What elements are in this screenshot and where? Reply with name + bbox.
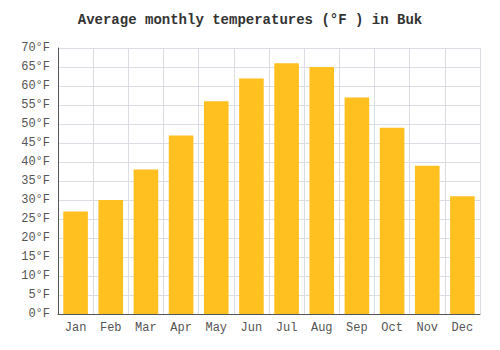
svg-text:35°F: 35°F: [21, 174, 50, 188]
svg-text:40°F: 40°F: [21, 155, 50, 169]
svg-text:Average monthly temperatures (: Average monthly temperatures (°F ) in Bu…: [78, 12, 422, 28]
svg-text:45°F: 45°F: [21, 136, 50, 150]
svg-text:Apr: Apr: [170, 321, 192, 335]
svg-text:10°F: 10°F: [21, 269, 50, 283]
svg-text:Jul: Jul: [276, 321, 298, 335]
svg-text:May: May: [205, 321, 227, 335]
svg-text:20°F: 20°F: [21, 231, 50, 245]
svg-text:Nov: Nov: [416, 321, 438, 335]
svg-text:55°F: 55°F: [21, 98, 50, 112]
svg-text:70°F: 70°F: [21, 41, 50, 55]
svg-text:30°F: 30°F: [21, 193, 50, 207]
svg-text:Sep: Sep: [346, 321, 368, 335]
svg-text:15°F: 15°F: [21, 250, 50, 264]
svg-text:Oct: Oct: [381, 321, 403, 335]
svg-text:5°F: 5°F: [28, 288, 50, 302]
svg-text:0°F: 0°F: [28, 307, 50, 321]
svg-text:Mar: Mar: [135, 321, 157, 335]
svg-text:Feb: Feb: [100, 321, 122, 335]
svg-text:25°F: 25°F: [21, 212, 50, 226]
svg-text:Aug: Aug: [311, 321, 333, 335]
svg-text:Jan: Jan: [65, 321, 87, 335]
svg-text:Jun: Jun: [241, 321, 263, 335]
svg-text:65°F: 65°F: [21, 60, 50, 74]
svg-text:60°F: 60°F: [21, 79, 50, 93]
svg-text:50°F: 50°F: [21, 117, 50, 131]
svg-text:Dec: Dec: [452, 321, 474, 335]
